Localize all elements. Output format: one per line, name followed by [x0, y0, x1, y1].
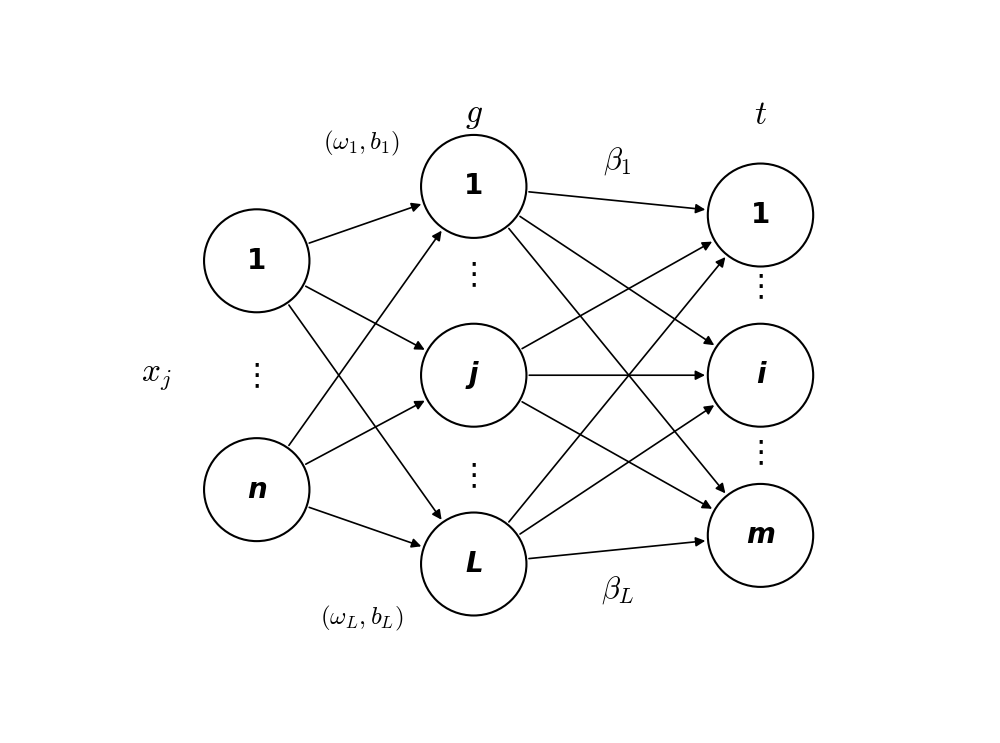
Text: L: L: [465, 550, 483, 578]
Text: ⋮: ⋮: [745, 272, 776, 301]
Text: $\mathit{t}$: $\mathit{t}$: [754, 98, 767, 132]
Ellipse shape: [708, 324, 813, 426]
Ellipse shape: [204, 438, 309, 541]
Text: $(\omega_1, b_1)$: $(\omega_1, b_1)$: [323, 129, 400, 158]
Text: 1: 1: [464, 172, 483, 201]
Text: $(\omega_L, b_L)$: $(\omega_L, b_L)$: [320, 604, 403, 633]
Text: ⋮: ⋮: [458, 261, 489, 290]
Ellipse shape: [421, 513, 526, 615]
Text: $x_j$: $x_j$: [141, 359, 171, 392]
Text: j: j: [469, 361, 479, 389]
Text: $\beta_1$: $\beta_1$: [603, 145, 631, 177]
Ellipse shape: [421, 324, 526, 426]
Ellipse shape: [421, 135, 526, 238]
Text: $g$: $g$: [465, 98, 483, 132]
Text: ⋮: ⋮: [745, 438, 776, 467]
Text: i: i: [756, 361, 765, 389]
Text: ⋮: ⋮: [242, 360, 272, 390]
Text: 1: 1: [751, 201, 770, 229]
Text: $\beta_L$: $\beta_L$: [601, 574, 634, 606]
Text: ⋮: ⋮: [458, 461, 489, 490]
Text: 1: 1: [247, 247, 266, 275]
Text: n: n: [247, 476, 267, 504]
Text: m: m: [746, 522, 775, 549]
Ellipse shape: [708, 484, 813, 587]
Ellipse shape: [204, 210, 309, 312]
Ellipse shape: [708, 163, 813, 267]
